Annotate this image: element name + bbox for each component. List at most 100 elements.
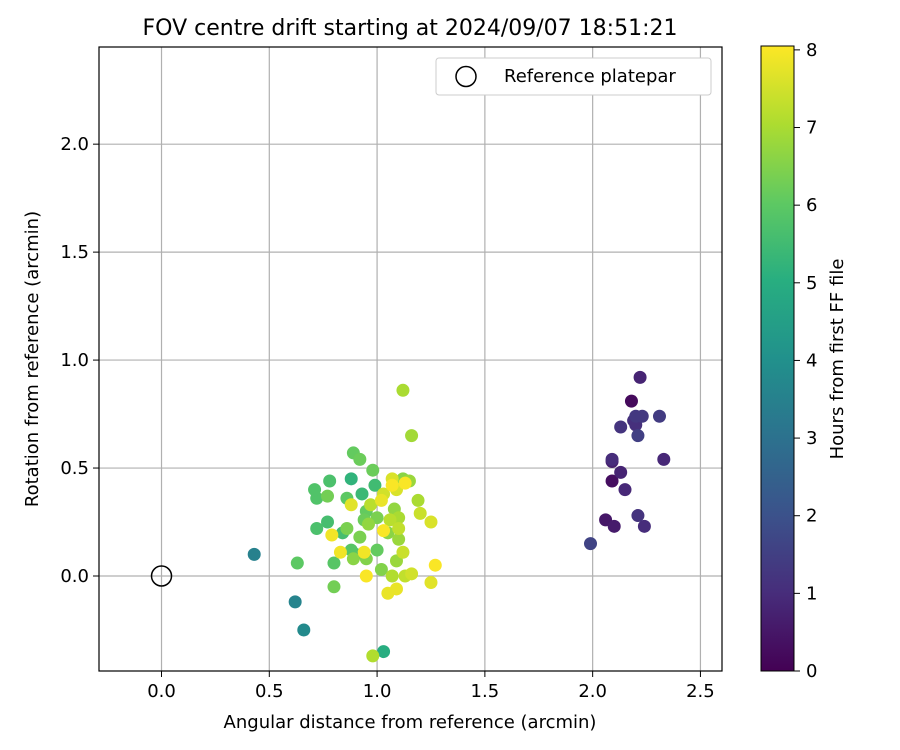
scatter-point [413,506,427,520]
scatter-point [327,556,341,570]
colorbar [760,45,795,672]
scatter-point [614,420,628,434]
scatter-point [355,487,369,501]
scatter-point [428,558,442,572]
legend-marker-open-circle [455,65,477,88]
legend-label: Reference platepar [504,66,676,87]
y-axis-label: Rotation from reference (arcmin) [22,211,43,507]
colorbar-tick-label: 7 [806,118,817,139]
scatter-point [657,452,671,466]
colorbar-tick-label: 6 [806,195,817,216]
scatter-point [405,429,419,443]
scatter-point [635,409,649,423]
scatter-point [288,595,302,609]
scatter-point [637,519,651,533]
colorbar-tick-label: 4 [806,350,817,371]
y-tick-label: 0.5 [60,458,89,479]
scatter-point [377,645,391,659]
scatter-point [346,552,360,566]
x-axis-ticks: 0.0 0.5 1.0 1.5 2.0 2.5 [147,671,715,702]
scatter-point [310,521,324,535]
legend: Reference platepar [435,57,712,96]
x-tick-label: 0.5 [255,681,284,702]
scatter-point [377,524,391,538]
scatter-point [323,474,337,488]
scatter-point [411,493,425,507]
colorbar-tick-label: 2 [806,506,817,527]
scatter-point [396,545,410,559]
scatter-point [396,383,410,397]
scatter-point [374,563,388,577]
scatter-point [398,476,412,490]
colorbar-tick-label: 8 [806,40,817,61]
scatter-point [290,556,304,570]
scatter-point [385,569,399,583]
plot-frame [98,46,723,672]
scatter-point [321,515,335,529]
y-tick-label: 2.0 [60,134,89,155]
scatter-point [247,547,261,561]
x-tick-label: 0.0 [147,681,176,702]
scatter-point [321,489,335,503]
scatter-point [366,649,380,663]
scatter-point [405,567,419,581]
scatter-point [344,472,358,486]
scatter-point [297,623,311,637]
reference-platepar-marker [150,565,173,587]
scatter-point [424,575,438,589]
scatter-point [361,517,375,531]
y-axis-ticks: 0.0 0.5 1.0 1.5 2.0 [60,134,99,587]
scatter-point [327,580,341,594]
scatter-point [353,452,367,466]
legend-box [435,57,712,96]
scatter-point [424,515,438,529]
scatter-point [631,429,645,443]
x-tick-label: 2.5 [686,681,715,702]
scatter-point [584,537,598,551]
scatter-points [150,370,671,663]
scatter-point [392,532,406,546]
scatter-point [652,409,666,423]
scatter-point [353,530,367,544]
colorbar-ticks: 0 1 2 3 4 5 6 7 8 [794,40,817,682]
colorbar-tick-label: 5 [806,273,817,294]
colorbar-tick-label: 1 [806,583,817,604]
scatter-point [325,528,339,542]
scatter-point [374,493,388,507]
scatter-point [359,569,373,583]
chart-title: FOV centre drift starting at 2024/09/07 … [143,16,678,41]
y-tick-label: 1.0 [60,350,89,371]
y-tick-label: 0.0 [60,566,89,587]
colorbar-label: Hours from first FF file [827,259,848,460]
scatter-point [366,463,380,477]
scatter-point [624,394,638,408]
colorbar-tick-label: 3 [806,428,817,449]
scatter-point [308,483,322,497]
scatter-point [392,521,406,535]
scatter-point [357,545,371,559]
scatter-point [631,509,645,523]
scatter-point [605,474,619,488]
x-tick-label: 1.5 [471,681,500,702]
scatter-point [370,543,384,557]
scatter-point [368,478,382,492]
x-tick-label: 1.0 [363,681,392,702]
grid-lines [99,47,722,671]
x-axis-label: Angular distance from reference (arcmin) [224,712,597,733]
scatter-point [385,478,399,492]
scatter-point [618,483,632,497]
scatter-point [340,521,354,535]
y-tick-label: 1.5 [60,242,89,263]
colorbar-tick-label: 0 [806,661,817,682]
scatter-point [383,513,397,527]
scatter-point [364,498,378,512]
scatter-point [381,586,395,600]
scatter-point [633,370,647,384]
scatter-point [333,545,347,559]
scatter-point [614,465,628,479]
scatter-point [344,498,358,512]
scatter-point [607,519,621,533]
x-tick-label: 2.0 [578,681,607,702]
scatter-point [605,452,619,466]
